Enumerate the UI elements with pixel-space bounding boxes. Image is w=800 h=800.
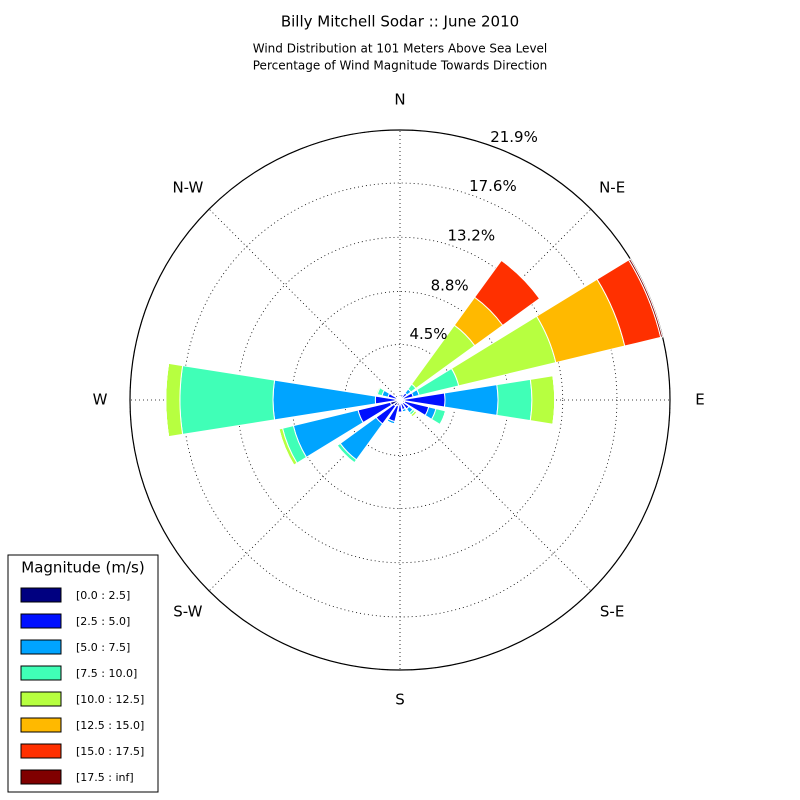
legend-label: [17.5 : inf] [76,771,134,784]
legend-title: Magnitude (m/s) [21,559,144,577]
legend-label: [10.0 : 12.5] [76,693,144,706]
legend-label: [15.0 : 17.5] [76,745,144,758]
radial-tick-label: 4.5% [409,325,447,343]
radial-tick-label: 8.8% [431,276,469,294]
direction-label: N-W [172,178,203,196]
legend-swatch [20,691,62,707]
legend-swatch [20,587,62,603]
legend-swatch [20,743,62,759]
wind-bar [278,428,295,466]
direction-label: S-W [173,603,202,621]
wind-bar [336,445,355,464]
direction-label: W [93,391,108,409]
polar-frame [129,129,671,671]
legend-label: [2.5 : 5.0] [76,615,130,628]
grid-spoke [208,208,401,401]
direction-label: N-E [599,178,625,196]
legend-swatch [20,613,62,629]
bars [165,258,664,466]
direction-label: S [395,691,405,709]
chart-title: Billy Mitchell Sodar :: June 2010 [281,13,519,31]
wind-bar [529,375,556,425]
radial-tick-label: 13.2% [447,227,495,245]
wind-bar [552,375,556,425]
legend-label: [7.5 : 10.0] [76,667,137,680]
direction-label: S-E [600,603,624,621]
legend-label: [0.0 : 2.5] [76,589,130,602]
direction-label: E [695,391,704,409]
legend-label: [5.0 : 7.5] [76,641,130,654]
radial-tick-label: 21.9% [490,128,538,146]
legend-swatch [20,639,62,655]
radial-tick-label: 17.6% [469,177,517,195]
wind-bar [443,384,499,416]
legend-label: [12.5 : 15.0] [76,719,144,732]
wind-bar [627,258,664,339]
wind-bar [165,362,184,438]
chart-subtitle: Wind Distribution at 101 Meters Above Se… [253,42,548,56]
direction-label: N [394,91,405,109]
legend-swatch [20,769,62,785]
wind-bar [496,378,533,422]
grid-spoke [399,399,592,592]
wind-bar [179,365,276,435]
chart-subtitle: Percentage of Wind Magnitude Towards Dir… [253,59,547,73]
wind-bar [165,363,170,437]
legend-swatch [20,665,62,681]
grid-circle [236,236,564,564]
legend-swatch [20,717,62,733]
